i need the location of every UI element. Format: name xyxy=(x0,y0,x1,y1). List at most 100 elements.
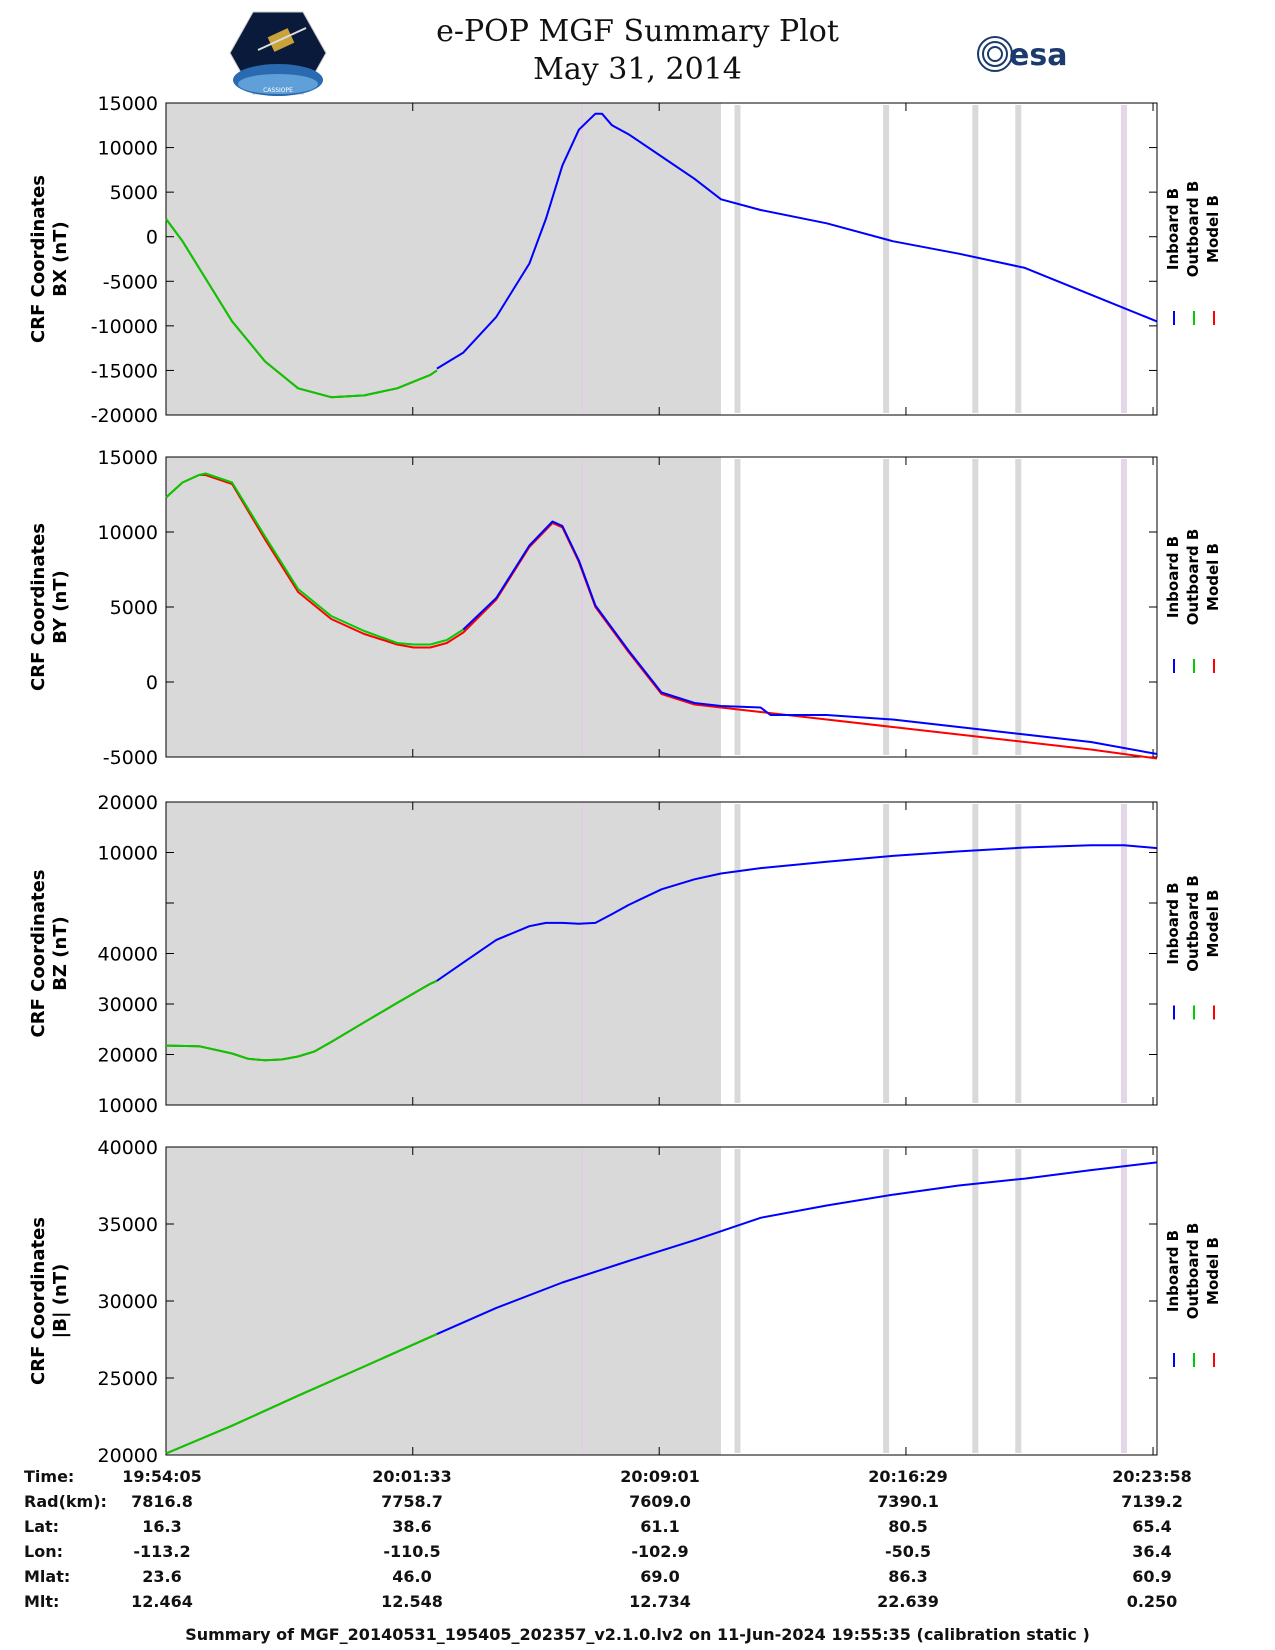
y-tick-label: -20000 xyxy=(91,405,158,427)
legend-label: Inboard B xyxy=(1164,188,1182,270)
table-cell: 20:01:33 xyxy=(372,1467,452,1486)
table-cell: 12.734 xyxy=(629,1592,691,1611)
y-tick-label: 10000 xyxy=(98,1095,158,1117)
legend-label: Inboard B xyxy=(1164,536,1182,618)
data-gap-band xyxy=(883,1149,890,1453)
legend-label: Outboard B xyxy=(1184,1223,1202,1320)
y-axis-label: CRF Coordinates xyxy=(28,175,49,343)
event-marker-band xyxy=(1120,1149,1127,1453)
y-tick-label: 30000 xyxy=(98,994,158,1016)
data-gap-band xyxy=(972,804,979,1103)
y-tick-label: -15000 xyxy=(91,360,158,382)
table-row-label: Mlat: xyxy=(24,1567,71,1586)
data-gap-band xyxy=(734,105,741,413)
y-axis-label: BY (nT) xyxy=(50,570,71,644)
data-gap-band xyxy=(1015,1149,1022,1453)
table-cell: 23.6 xyxy=(142,1567,182,1586)
legend-label: Model B xyxy=(1204,195,1222,263)
shaded-region xyxy=(166,1147,721,1455)
table-row-label: Lon: xyxy=(24,1542,63,1561)
y-tick-label: -5000 xyxy=(103,271,158,293)
table-cell: 7816.8 xyxy=(131,1492,193,1511)
y-tick-label: 30000 xyxy=(98,1291,158,1313)
cassiope-logo: CASSIOPE xyxy=(228,10,328,96)
table-cell: 7758.7 xyxy=(381,1492,443,1511)
panel-4: 40000 35000 30000 25000 20000 CRF Coordinates… xyxy=(28,1137,1222,1467)
y-axis-label: CRF Coordinates xyxy=(28,870,49,1038)
table-cell: 36.4 xyxy=(1132,1542,1172,1561)
shaded-region xyxy=(166,802,721,1105)
table-cell: 7609.0 xyxy=(629,1492,691,1511)
y-tick-label: 0 xyxy=(146,227,158,249)
y-tick-label: -10000 xyxy=(91,316,158,338)
table-cell: 20:16:29 xyxy=(868,1467,948,1486)
shaded-region xyxy=(166,103,721,415)
panel-2: 15000 10000 5000 0 -5000 CRF Coordinates BY (n… xyxy=(28,447,1222,769)
data-gap-band xyxy=(734,804,741,1103)
data-gap-band xyxy=(1015,804,1022,1103)
y-tick-label: 10000 xyxy=(98,138,158,160)
table-cell: 20:23:58 xyxy=(1112,1467,1192,1486)
data-gap-band xyxy=(883,804,890,1103)
legend-label: Model B xyxy=(1204,543,1222,611)
esa-logo: esa xyxy=(975,34,1095,74)
table-cell: 86.3 xyxy=(888,1567,928,1586)
event-marker-band xyxy=(1120,105,1127,413)
table-cell: 7390.1 xyxy=(877,1492,939,1511)
series-line-outboard-b xyxy=(165,218,438,399)
y-axis-label: BZ (nT) xyxy=(50,916,71,991)
y-tick-label: 10000 xyxy=(98,522,158,544)
y-tick-label: 20000 xyxy=(98,1044,158,1066)
legend-label: Outboard B xyxy=(1184,529,1202,626)
table-row-label: Mlt: xyxy=(24,1592,60,1611)
y-axis-label: BX (nT) xyxy=(50,221,71,296)
data-gap-band xyxy=(1015,459,1022,755)
table-cell: 20:09:01 xyxy=(620,1467,700,1486)
series-line-outboard-b xyxy=(165,472,464,646)
data-gap-band xyxy=(972,105,979,413)
table-cell: -50.5 xyxy=(884,1542,932,1561)
y-tick-label: 5000 xyxy=(110,182,158,204)
table-cell: 12.464 xyxy=(131,1592,193,1611)
table-cell: 38.6 xyxy=(392,1517,432,1536)
table-cell: 19:54:05 xyxy=(122,1467,202,1486)
y-tick-label: 0 xyxy=(146,672,158,694)
data-gap-band xyxy=(734,1149,741,1453)
y-tick-label: 15000 xyxy=(98,93,158,115)
y-tick-label: -5000 xyxy=(103,747,158,769)
legend-label: Outboard B xyxy=(1184,875,1202,972)
panel-3: 20000 10000 40000 30000 20000 10000 CRF Coordi… xyxy=(28,792,1222,1117)
data-gap-band xyxy=(972,459,979,755)
y-tick-label: 10000 xyxy=(98,843,158,865)
y-axis-label: CRF Coordinates xyxy=(28,1217,49,1385)
table-cell: 65.4 xyxy=(1132,1517,1172,1536)
table-cell: -102.9 xyxy=(631,1542,689,1561)
y-tick-label: 5000 xyxy=(110,597,158,619)
series-line-inboard-b xyxy=(462,520,1158,755)
data-gap-band xyxy=(734,459,741,755)
table-cell: 61.1 xyxy=(640,1517,680,1536)
y-axis-label: CRF Coordinates xyxy=(28,523,49,691)
data-gap-band xyxy=(883,459,890,755)
panel-1: 15000 10000 5000 0 -5000 -10000 -15000 -20000 CR… xyxy=(28,93,1222,427)
chart-subtitle-date: May 31, 2014 xyxy=(533,52,742,87)
series-line-inboard-b xyxy=(436,844,1158,982)
table-cell: 80.5 xyxy=(888,1517,928,1536)
axes-frame xyxy=(165,102,1158,416)
legend-label: Inboard B xyxy=(1164,1230,1182,1312)
cassiope-logo-text: CASSIOPE xyxy=(263,87,293,94)
y-tick-label: 15000 xyxy=(98,447,158,469)
series-line-outboard-b xyxy=(165,979,438,1062)
table-cell: -110.5 xyxy=(383,1542,441,1561)
data-gap-band xyxy=(883,105,890,413)
legend-label: Model B xyxy=(1204,1237,1222,1305)
y-tick-label: 20000 xyxy=(98,1445,158,1467)
y-tick-label: 40000 xyxy=(98,1137,158,1159)
series-line-inboard-b xyxy=(436,112,1158,370)
table-cell: 60.9 xyxy=(1132,1567,1172,1586)
legend-label: Model B xyxy=(1204,890,1222,958)
series-line-inboard-b xyxy=(436,1161,1158,1336)
footer-summary: Summary of MGF_20140531_195405_202357_v2… xyxy=(185,1625,1090,1644)
y-tick-label: 35000 xyxy=(98,1214,158,1236)
